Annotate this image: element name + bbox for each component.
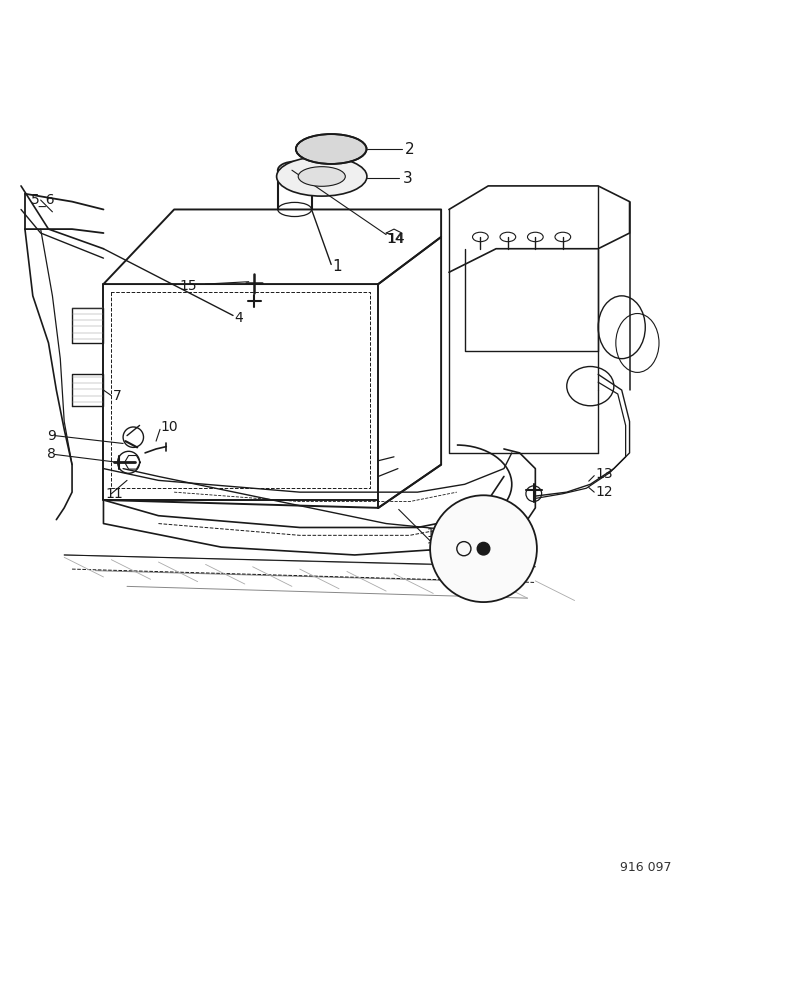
- Text: 18: 18: [427, 541, 443, 554]
- Text: 10: 10: [160, 420, 177, 434]
- Text: 15: 15: [180, 279, 197, 293]
- Text: 17: 17: [427, 527, 443, 540]
- Text: 9: 9: [47, 429, 56, 443]
- Text: 16: 16: [507, 545, 522, 558]
- Ellipse shape: [298, 167, 345, 186]
- Text: 14: 14: [388, 232, 405, 246]
- Ellipse shape: [277, 157, 367, 196]
- Text: 12: 12: [596, 485, 613, 499]
- Ellipse shape: [296, 134, 366, 164]
- Text: 11: 11: [105, 487, 123, 501]
- Text: 916 097: 916 097: [619, 861, 671, 874]
- Text: 13: 13: [596, 467, 613, 481]
- Text: 1: 1: [333, 259, 342, 274]
- Text: 5_6: 5_6: [32, 193, 56, 207]
- Circle shape: [430, 495, 537, 602]
- Text: 3: 3: [403, 171, 412, 186]
- Text: 4: 4: [235, 311, 243, 325]
- Text: 7: 7: [113, 389, 121, 403]
- Text: 2: 2: [405, 142, 414, 157]
- Text: 14: 14: [386, 232, 403, 246]
- Text: 8: 8: [47, 447, 56, 461]
- Circle shape: [478, 542, 490, 555]
